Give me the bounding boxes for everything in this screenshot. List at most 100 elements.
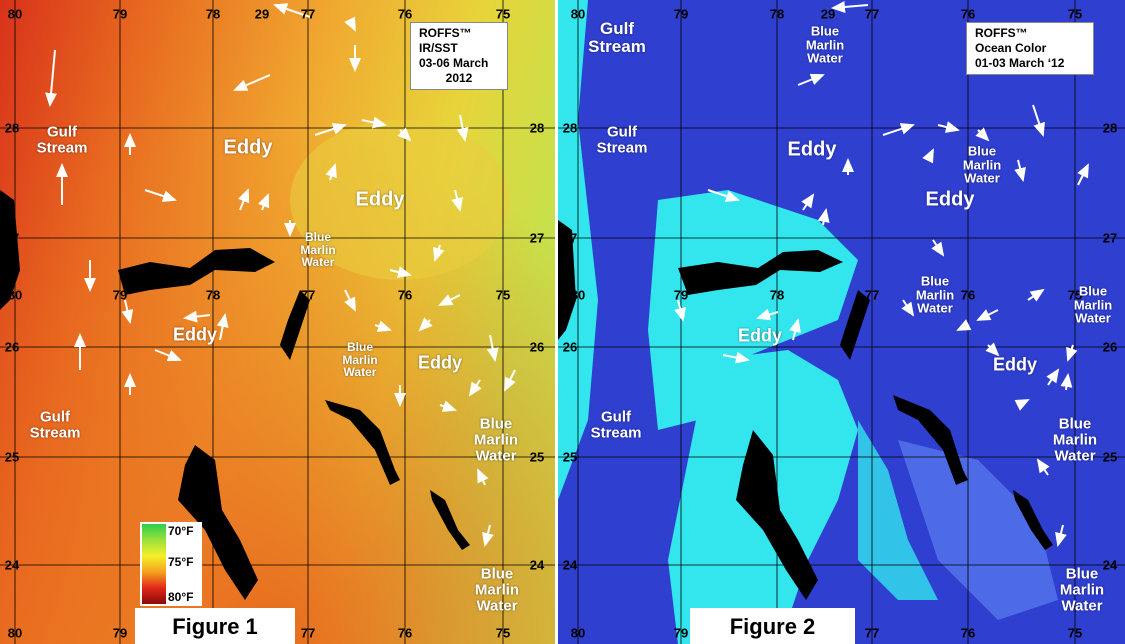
lon-label: 77 <box>300 287 316 303</box>
lat-label: 28 <box>529 120 545 136</box>
current-arrow <box>831 0 869 13</box>
annotation: Eddy <box>787 138 837 161</box>
title-box: ROFFS™ Ocean Color 01-03 March ‘12 <box>966 22 1094 75</box>
lat-label: 25 <box>4 449 20 465</box>
lon-label: 76 <box>960 625 976 641</box>
current-arrow <box>1036 458 1050 476</box>
lat-label: 26 <box>1102 339 1118 355</box>
lon-label: 77 <box>864 625 880 641</box>
legend-label: 80°F <box>168 590 194 604</box>
lon-label: 75 <box>1067 287 1083 303</box>
lat-label: 24 <box>529 557 545 573</box>
current-arrow <box>931 239 945 257</box>
current-arrow <box>1046 368 1060 386</box>
current-arrow <box>674 299 686 322</box>
map <box>558 0 1125 644</box>
lon-label: 78 <box>769 287 785 303</box>
annotation: Blue Marlin Water <box>1059 565 1105 614</box>
annotation: Blue Marlin Water <box>473 415 519 464</box>
current-arrow <box>433 244 445 262</box>
lat-label: 27 <box>4 230 20 246</box>
current-arrow <box>451 189 463 212</box>
lon-label: 79 <box>112 287 128 303</box>
lon-label: 76 <box>397 6 413 22</box>
caption: Figure 1 <box>135 608 295 644</box>
lon-label: 78 <box>205 287 221 303</box>
lat-label: 26 <box>562 339 578 355</box>
title-line: ROFFS™ <box>419 26 472 40</box>
current-arrow <box>257 193 270 211</box>
current-arrow <box>273 3 311 18</box>
current-arrow <box>344 289 356 312</box>
current-arrow <box>325 163 337 181</box>
map <box>0 0 555 644</box>
annotation: Eddy <box>172 324 218 345</box>
legend-colorbar <box>142 524 166 604</box>
lat-label: 27 <box>529 230 545 246</box>
title-box: ROFFS™ IR/SST 03-06 March 2012 <box>410 22 508 90</box>
map-panel: 8080807979797878787777777676767575752928… <box>558 0 1125 644</box>
lat-label: 24 <box>562 557 578 573</box>
grid <box>558 0 1125 644</box>
lat-label: 26 <box>4 339 20 355</box>
current-arrow <box>975 127 990 142</box>
current-arrow <box>1077 163 1089 186</box>
annotation: Blue Marlin Water <box>300 230 336 270</box>
lon-label: 80 <box>570 625 586 641</box>
annotation: Gulf Stream <box>36 123 88 156</box>
lon-label: 79 <box>673 625 689 641</box>
lat-label: 27 <box>562 230 578 246</box>
current-arrow <box>45 49 58 107</box>
current-arrow <box>482 524 494 547</box>
lat-label: 24 <box>1102 557 1118 573</box>
annotation: Blue Marlin Water <box>915 273 955 316</box>
lat-label: 28 <box>562 120 578 136</box>
current-arrow <box>797 73 825 86</box>
annotation: Blue Marlin Water <box>474 565 520 614</box>
lat-label: 25 <box>562 449 578 465</box>
current-arrow <box>397 127 412 142</box>
annotation: Gulf Stream <box>596 123 648 156</box>
annotation: Eddy <box>223 136 273 159</box>
current-arrow <box>216 313 229 341</box>
lon-label: 78 <box>769 6 785 22</box>
lon-label: 76 <box>960 6 976 22</box>
current-arrow <box>937 121 960 133</box>
current-arrow <box>233 74 271 91</box>
lon-label: 80 <box>570 287 586 303</box>
current-arrow <box>1014 399 1030 411</box>
lat-label: 28 <box>4 120 20 136</box>
lon-label: 77 <box>300 6 316 22</box>
current-arrow <box>361 116 387 129</box>
lon-label: 77 <box>864 6 880 22</box>
arrows <box>674 0 1089 547</box>
annotation: Blue Marlin Water <box>342 340 378 380</box>
lon-label: 75 <box>1067 625 1083 641</box>
current-arrow <box>344 16 356 32</box>
arrows <box>45 3 516 547</box>
current-arrow <box>901 299 915 317</box>
current-arrow <box>456 114 469 142</box>
title-line: 01-03 March ‘12 <box>975 56 1065 70</box>
lat-label: 29 <box>820 6 836 22</box>
title-line: IR/SST <box>419 41 458 55</box>
current-arrow <box>121 299 134 324</box>
title-line: 03-06 March <box>419 56 489 70</box>
legend: 70°F 75°F 80°F <box>140 522 202 606</box>
current-arrow <box>1027 288 1045 302</box>
lat-label: 28 <box>1102 120 1118 136</box>
lon-label: 78 <box>205 6 221 22</box>
current-arrow <box>801 193 815 211</box>
current-arrow <box>985 342 1000 357</box>
title-line: ROFFS™ <box>975 26 1028 40</box>
annotation: Blue Marlin Water <box>1073 283 1113 326</box>
current-arrow <box>314 123 347 136</box>
lat-label: 25 <box>529 449 545 465</box>
annotation: Eddy <box>737 325 783 346</box>
current-arrow <box>722 351 750 364</box>
current-arrow <box>504 369 516 392</box>
legend-label: 75°F <box>168 555 194 569</box>
lon-label: 79 <box>112 6 128 22</box>
current-arrow <box>374 320 392 332</box>
